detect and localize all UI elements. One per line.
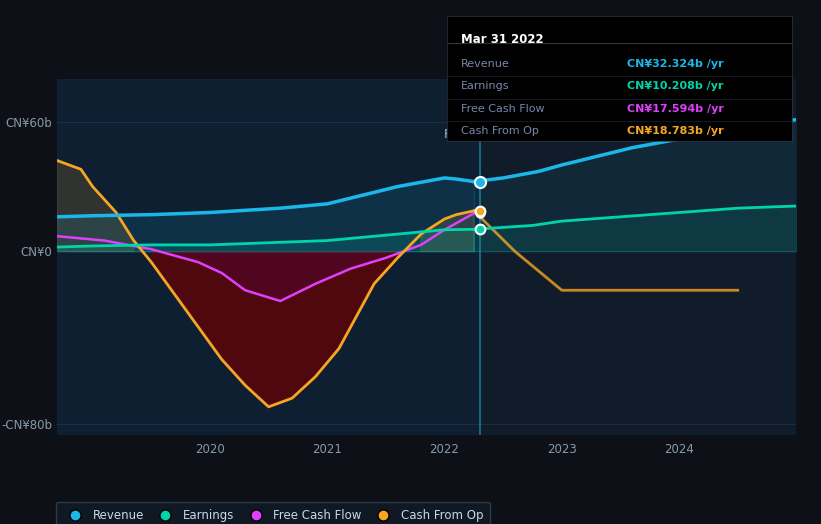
Text: CN¥17.594b /yr: CN¥17.594b /yr [626, 104, 723, 114]
Bar [479, 79, 796, 435]
Text: CN¥10.208b /yr: CN¥10.208b /yr [626, 81, 723, 91]
Legend: Revenue, Earnings, Free Cash Flow, Cash From Op: Revenue, Earnings, Free Cash Flow, Cash … [56, 501, 490, 524]
Text: CN¥18.783b /yr: CN¥18.783b /yr [626, 126, 723, 136]
Text: Free Cash Flow: Free Cash Flow [461, 104, 545, 114]
Text: CN¥32.324b /yr: CN¥32.324b /yr [626, 59, 723, 69]
Text: Cash From Op: Cash From Op [461, 126, 539, 136]
Bar [57, 79, 479, 435]
Text: Analysts Forecasts: Analysts Forecasts [489, 128, 605, 141]
Text: Revenue: Revenue [461, 59, 510, 69]
Text: Mar 31 2022: Mar 31 2022 [461, 34, 544, 46]
Text: Earnings: Earnings [461, 81, 510, 91]
Text: Past: Past [444, 128, 470, 141]
